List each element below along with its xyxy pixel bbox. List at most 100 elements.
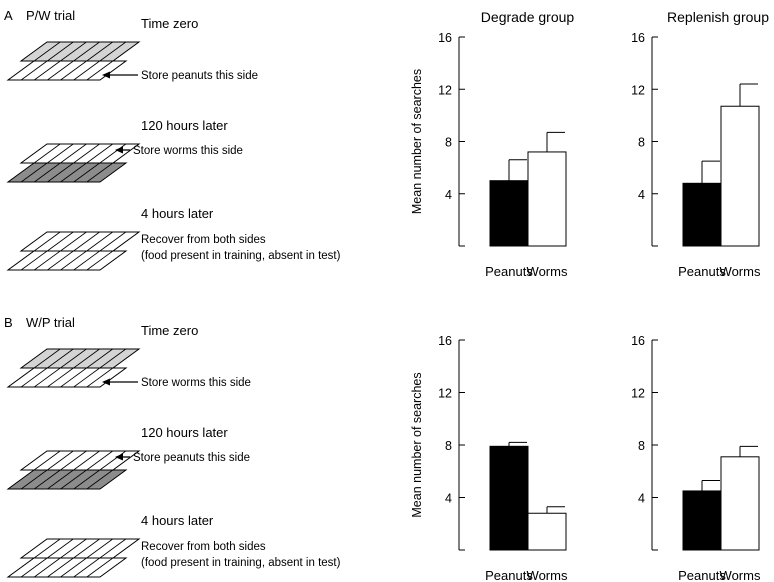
x-category-label: Worms	[720, 568, 761, 582]
x-category-label: Worms	[527, 568, 568, 582]
schematic-panel: A P/W trial Time zero Store peanuts this si…	[4, 8, 341, 271]
tray-divider	[60, 469, 87, 490]
x-category-label: Peanuts	[485, 264, 533, 279]
step-label: 4 hours later	[141, 206, 214, 221]
step-note: Recover from both sides	[141, 541, 266, 553]
tray-half	[6, 162, 128, 183]
x-category-label: Peanuts	[678, 568, 726, 582]
bar-peanuts	[682, 182, 722, 247]
bar-chart: 4 8 12 16 Mean number of searches PeanutsWorm…	[410, 334, 568, 582]
tray-divider	[86, 41, 113, 62]
tray-divider	[33, 41, 61, 62]
x-category-label: Worms	[527, 264, 568, 279]
y-axis-title: Mean number of searches	[410, 372, 424, 517]
tray-divider	[86, 367, 114, 388]
y-tick-label: 16	[438, 31, 452, 45]
tray-divider	[60, 143, 87, 164]
tray-half	[6, 469, 128, 490]
tray-divider	[86, 348, 113, 369]
tray-half	[6, 250, 128, 271]
arrowhead-icon	[115, 453, 123, 461]
tray-half	[6, 557, 128, 578]
tray-divider	[34, 557, 61, 578]
tray-divider	[20, 367, 48, 388]
tray-divider	[33, 450, 61, 471]
tray-divider	[86, 469, 114, 490]
tray-divider	[60, 231, 87, 252]
step-note: Store worms this side	[133, 145, 243, 157]
y-axis-title: Mean number of searches	[410, 69, 424, 214]
y-tick-label: 8	[638, 136, 645, 150]
tray-divider	[47, 557, 74, 578]
bar-worms	[527, 151, 567, 247]
tray-divider	[73, 450, 100, 471]
y-tick-label: 4	[445, 492, 452, 506]
tray-divider	[86, 250, 114, 271]
step-label: 4 hours later	[141, 513, 214, 528]
tray-divider	[60, 41, 87, 62]
tray-divider	[34, 162, 61, 183]
tray-divider	[47, 162, 74, 183]
tray-divider	[47, 348, 74, 369]
arrowhead-icon	[115, 146, 123, 154]
tray-divider	[73, 348, 100, 369]
y-tick-label: 8	[445, 136, 452, 150]
bar-worms	[527, 512, 567, 551]
tray-divider	[60, 250, 87, 271]
tray-divider	[99, 538, 127, 559]
bar-worms	[720, 456, 760, 551]
tray-divider	[34, 469, 61, 490]
chart-title: Degrade group	[481, 9, 575, 25]
tray-divider	[47, 469, 74, 490]
y-tick-label: 4	[445, 188, 452, 202]
tray-half	[6, 367, 128, 388]
step-note: (food present in training, absent in tes…	[141, 250, 341, 262]
tray-divider	[47, 367, 74, 388]
chart-title: Replenish group	[667, 9, 769, 25]
tray-divider	[73, 250, 100, 271]
panel-letter: A	[4, 8, 13, 23]
step-note: Recover from both sides	[141, 234, 266, 246]
tray-half	[6, 60, 128, 81]
tray-divider	[20, 469, 48, 490]
bar-peanuts	[489, 180, 529, 247]
tray-divider	[86, 143, 113, 164]
y-tick-label: 8	[638, 439, 645, 453]
tray-divider	[60, 60, 87, 81]
step-label: 120 hours later	[141, 425, 228, 440]
tray-divider	[47, 231, 74, 252]
tray-divider	[33, 143, 61, 164]
tray-divider	[47, 450, 74, 471]
tray-divider	[47, 41, 74, 62]
tray-divider	[73, 557, 100, 578]
tray-divider	[34, 367, 61, 388]
bar-peanuts	[682, 490, 722, 551]
y-tick-label: 12	[438, 83, 452, 97]
trial-title: W/P trial	[26, 315, 75, 330]
y-tick-label: 16	[631, 31, 645, 45]
tray-divider	[47, 60, 74, 81]
x-category-label: Peanuts	[678, 264, 726, 279]
tray-divider	[86, 538, 113, 559]
arrowhead-icon	[102, 378, 110, 386]
tray-divider	[60, 538, 87, 559]
tray-divider	[20, 162, 48, 183]
step-label: 120 hours later	[141, 118, 228, 133]
tray-divider	[34, 250, 61, 271]
bar-peanuts	[489, 445, 529, 551]
step-note: Store peanuts this side	[141, 70, 258, 82]
step-label: Time zero	[141, 323, 198, 338]
y-tick-label: 16	[438, 334, 452, 348]
tray-divider	[73, 162, 100, 183]
x-category-label: Peanuts	[485, 568, 533, 582]
step-note: Store peanuts this side	[133, 452, 250, 464]
y-tick-label: 12	[631, 387, 645, 401]
tray-divider	[86, 557, 114, 578]
tray-divider	[86, 450, 113, 471]
tray-divider	[60, 450, 87, 471]
tray-divider	[47, 143, 74, 164]
tray-divider	[73, 367, 100, 388]
y-tick-label: 4	[638, 188, 645, 202]
tray-divider	[86, 60, 114, 81]
